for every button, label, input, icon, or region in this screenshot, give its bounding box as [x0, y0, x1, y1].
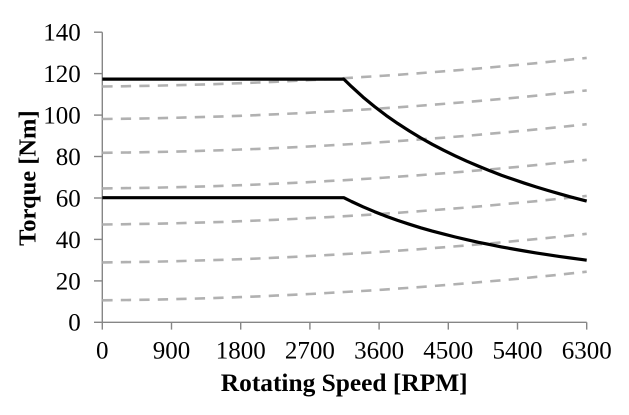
svg-text:120: 120 [43, 61, 81, 88]
svg-text:0: 0 [96, 338, 109, 365]
svg-text:0: 0 [68, 310, 81, 337]
svg-text:100: 100 [43, 103, 81, 130]
svg-text:40: 40 [56, 227, 81, 254]
svg-text:Torque [Nm]: Torque [Nm] [14, 110, 41, 245]
svg-text:4500: 4500 [423, 338, 473, 365]
svg-text:6300: 6300 [562, 338, 612, 365]
svg-text:140: 140 [43, 20, 81, 47]
svg-text:1800: 1800 [216, 338, 266, 365]
svg-text:5400: 5400 [493, 338, 543, 365]
svg-text:3600: 3600 [354, 338, 404, 365]
svg-text:80: 80 [56, 144, 81, 171]
svg-text:60: 60 [56, 185, 81, 212]
svg-text:20: 20 [56, 268, 81, 295]
svg-text:Rotating Speed [RPM]: Rotating Speed [RPM] [221, 369, 468, 397]
svg-text:900: 900 [153, 338, 191, 365]
svg-text:2700: 2700 [285, 338, 335, 365]
